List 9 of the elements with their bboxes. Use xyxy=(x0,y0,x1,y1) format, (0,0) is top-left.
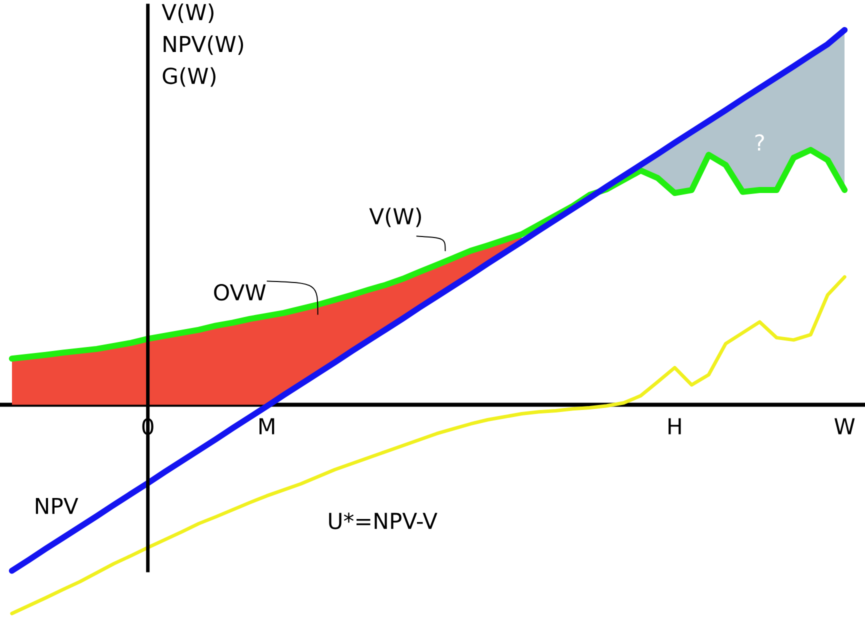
x-tick-label: M xyxy=(260,418,274,434)
series-label: U*=NPV-V xyxy=(329,512,438,530)
series-label: ? xyxy=(755,134,764,151)
y-axis-title: V(W) NPV(W) G(W) xyxy=(162,4,244,87)
series-label: V(W) xyxy=(369,208,421,228)
series-label: OVW xyxy=(214,284,266,301)
series-label: NPV xyxy=(36,498,78,514)
x-tick-label: H xyxy=(668,418,681,434)
x-tick-label: W xyxy=(834,418,855,434)
